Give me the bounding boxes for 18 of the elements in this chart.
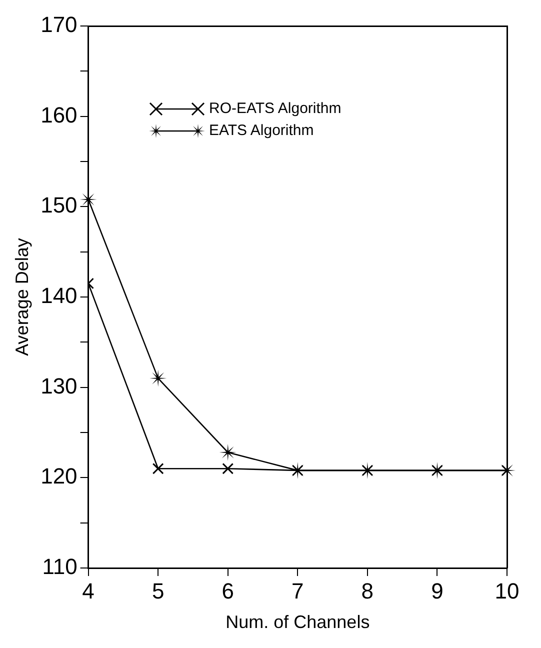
y-tick-label: 130 <box>40 373 78 398</box>
x-axis-title: Num. of Channels <box>226 612 370 632</box>
x-tick-label: 6 <box>222 578 234 604</box>
y-tick-label: 160 <box>40 102 78 128</box>
x-tick-label: 4 <box>82 578 94 604</box>
x-tick-label: 5 <box>152 578 164 604</box>
y-axis-title: Average Delay <box>12 238 32 356</box>
y-tick-label: 110 <box>42 554 78 580</box>
legend-label: RO-EATS Algorithm <box>209 100 342 117</box>
x-tick-label: 9 <box>431 578 444 604</box>
y-tick-label: 120 <box>40 464 78 489</box>
y-tick-label: 170 <box>40 12 78 38</box>
x-tick-label: 8 <box>361 578 374 604</box>
legend-label: EATS Algorithm <box>209 122 314 139</box>
y-tick-label: 150 <box>40 192 78 218</box>
x-tick-label: 7 <box>292 578 304 604</box>
y-tick-label: 140 <box>40 283 78 308</box>
x-tick-label: 10 <box>494 578 520 604</box>
